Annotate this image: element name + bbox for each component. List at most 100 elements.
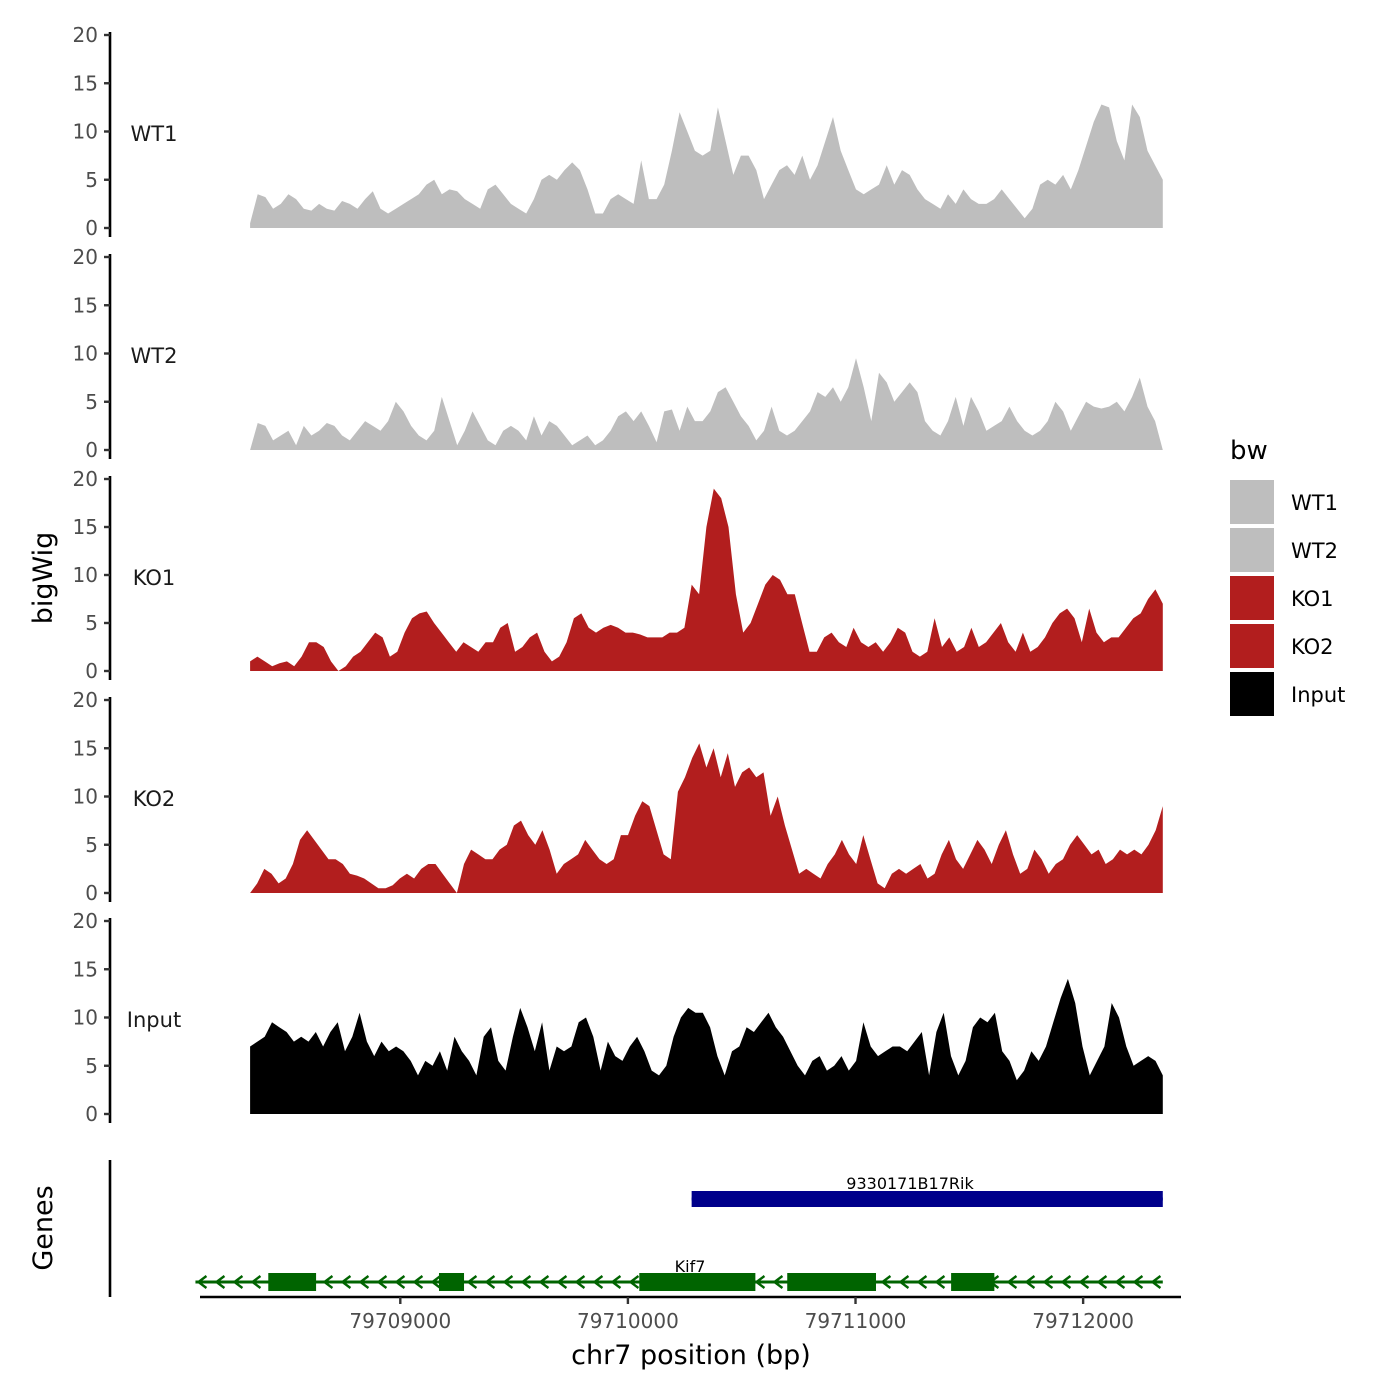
gene-Kif7: Kif7 — [195, 1257, 1163, 1291]
strand-arrow — [628, 1275, 640, 1289]
y-tick-label: 20 — [73, 688, 98, 712]
y-tick-label: 10 — [73, 342, 98, 366]
strand-arrow — [1132, 1275, 1144, 1289]
strand-arrow — [610, 1275, 622, 1289]
y-tick-label: 0 — [85, 438, 98, 462]
gene-label: 9330171B17Rik — [846, 1174, 974, 1193]
exon — [691, 1191, 1163, 1207]
strand-arrow — [214, 1275, 226, 1289]
legend-swatch — [1230, 576, 1274, 620]
y-tick-label: 10 — [73, 120, 98, 144]
strand-arrow — [250, 1275, 262, 1289]
strand-arrow — [556, 1275, 568, 1289]
gene-label: Kif7 — [675, 1257, 706, 1276]
x-axis: 79709000 79710000 79711000 79712000 — [200, 1295, 1181, 1333]
y-tick-label: 15 — [73, 293, 98, 317]
strand-arrow — [898, 1275, 910, 1289]
legend: bw WT1 WT2 KO1 KO2 Input — [1230, 436, 1345, 716]
y-tick-label: 20 — [73, 23, 98, 47]
signal-area-WT1 — [250, 104, 1163, 228]
legend-item-KO1: KO1 — [1230, 576, 1334, 620]
signal-area-Input — [250, 978, 1163, 1114]
y-tick-label: 0 — [85, 1102, 98, 1126]
y-tick-label: 5 — [85, 1054, 98, 1078]
strand-arrow — [934, 1275, 946, 1289]
y-tick-label: 10 — [73, 1006, 98, 1030]
legend-label: KO1 — [1291, 587, 1334, 611]
signal-area-WT2 — [250, 358, 1163, 450]
legend-swatch — [1230, 480, 1274, 524]
strand-arrow — [196, 1275, 208, 1289]
y-tick-label: 10 — [73, 785, 98, 809]
track-label-WT1: WT1 — [131, 122, 178, 146]
strand-arrow — [232, 1275, 244, 1289]
genes-axis-title: Genes — [28, 1185, 59, 1270]
y-tick-label: 0 — [85, 216, 98, 240]
strand-arrow — [412, 1275, 424, 1289]
strand-arrow — [322, 1275, 334, 1289]
exon — [438, 1273, 465, 1291]
legend-swatch — [1230, 624, 1274, 668]
track-label-KO1: KO1 — [133, 566, 176, 590]
y-axis-title: bigWig — [28, 532, 59, 625]
strand-arrow — [1078, 1275, 1090, 1289]
track-label-WT2: WT2 — [131, 344, 178, 368]
strand-arrow — [1024, 1275, 1036, 1289]
strand-arrow — [1150, 1275, 1162, 1289]
y-tick-label: 15 — [73, 515, 98, 539]
x-axis-title: chr7 position (bp) — [571, 1340, 811, 1371]
y-tick-label: 15 — [73, 71, 98, 95]
strand-arrow — [1042, 1275, 1054, 1289]
legend-label: KO2 — [1291, 635, 1334, 659]
track-KO2: 0 5 10 15 20 KO2 — [73, 688, 1163, 905]
legend-label: WT1 — [1291, 491, 1338, 515]
strand-arrow — [484, 1275, 496, 1289]
legend-item-WT2: WT2 — [1230, 528, 1338, 572]
strand-arrow — [916, 1275, 928, 1289]
track-WT2: 0 5 10 15 20 WT2 — [73, 245, 1163, 462]
strand-arrow — [358, 1275, 370, 1289]
y-tick-label: 5 — [85, 390, 98, 414]
strand-arrow — [880, 1275, 892, 1289]
y-tick-label: 5 — [85, 833, 98, 857]
strand-arrow — [574, 1275, 586, 1289]
track-WT1: 0 5 10 15 20 WT1 — [73, 23, 1163, 240]
legend-swatch — [1230, 672, 1274, 716]
signal-area-KO2 — [250, 743, 1163, 893]
strand-arrow — [592, 1275, 604, 1289]
legend-item-Input: Input — [1230, 672, 1345, 716]
y-tick-label: 5 — [85, 168, 98, 192]
strand-arrow — [538, 1275, 550, 1289]
signal-area-KO1 — [250, 488, 1163, 671]
exon — [268, 1273, 317, 1291]
strand-arrow — [1096, 1275, 1108, 1289]
genes-panel: 9330171B17Rik Kif7 — [108, 1160, 1163, 1297]
track-Input: 0 5 10 15 20 Input — [73, 909, 1163, 1126]
gene-9330171B17Rik: 9330171B17Rik — [691, 1174, 1163, 1207]
legend-title: bw — [1230, 436, 1268, 466]
y-tick-label: 5 — [85, 611, 98, 635]
legend-label: Input — [1291, 683, 1345, 707]
y-tick-label: 15 — [73, 957, 98, 981]
strand-arrow — [502, 1275, 514, 1289]
x-tick-label: 79710000 — [577, 1309, 679, 1333]
strand-arrow — [772, 1275, 784, 1289]
y-tick-label: 20 — [73, 909, 98, 933]
y-tick-label: 20 — [73, 245, 98, 269]
strand-arrow — [394, 1275, 406, 1289]
strand-arrow — [1114, 1275, 1126, 1289]
signal-tracks: 0 5 10 15 20 WT1 0 5 10 15 20 WT2 0 5 10 15 20 KO1 0 5 10 15 2… — [73, 23, 1163, 1126]
x-tick-label: 79712000 — [1032, 1309, 1134, 1333]
track-KO1: 0 5 10 15 20 KO1 — [73, 467, 1163, 683]
strand-arrow — [466, 1275, 478, 1289]
strand-arrow — [376, 1275, 388, 1289]
strand-arrow — [340, 1275, 352, 1289]
exon — [951, 1273, 995, 1291]
legend-item-WT1: WT1 — [1230, 480, 1338, 524]
x-tick-label: 79711000 — [805, 1309, 907, 1333]
y-tick-label: 20 — [73, 467, 98, 491]
exon — [639, 1273, 756, 1291]
exon — [787, 1273, 877, 1291]
strand-arrow — [754, 1275, 766, 1289]
